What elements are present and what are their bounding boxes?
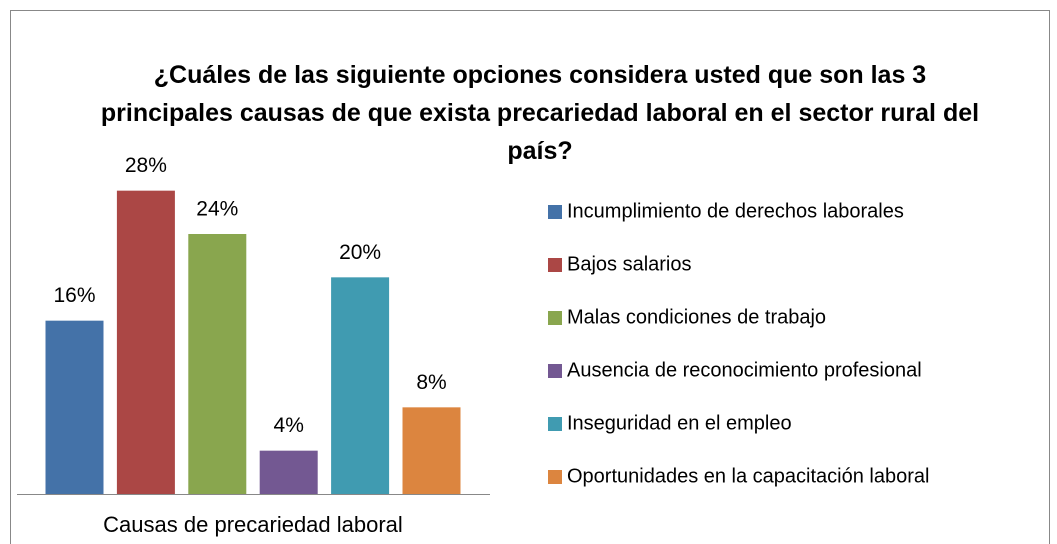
legend-label: Incumplimiento de derechos laborales (567, 200, 904, 222)
chart-title: ¿Cuáles de las siguiente opciones consid… (100, 61, 980, 165)
legend-swatch (548, 470, 562, 484)
data-label: 8% (416, 371, 446, 394)
x-tick-label: Causas de precariedad laboral (103, 512, 403, 537)
legend-label: Oportunidades en la capacitación laboral (567, 465, 929, 487)
data-label: 20% (339, 241, 381, 264)
bar (259, 450, 318, 494)
bar (116, 190, 175, 494)
data-label: 4% (274, 414, 304, 437)
legend-label: Inseguridad en el empleo (567, 412, 792, 434)
legend-swatch (548, 311, 562, 325)
legend-swatch (548, 258, 562, 272)
legend-swatch (548, 417, 562, 431)
legend-label: Malas condiciones de trabajo (567, 306, 826, 328)
data-label: 16% (53, 284, 95, 307)
bar (188, 234, 247, 494)
legend-label: Ausencia de reconocimiento profesional (567, 359, 922, 381)
chart-border (10, 10, 1050, 544)
data-label: 28% (125, 154, 167, 177)
legend-swatch (548, 364, 562, 378)
legend-swatch (548, 205, 562, 219)
bar (402, 407, 461, 494)
bar (45, 320, 104, 494)
bar (331, 277, 390, 494)
legend-label: Bajos salarios (567, 253, 692, 275)
data-label: 24% (196, 198, 238, 221)
